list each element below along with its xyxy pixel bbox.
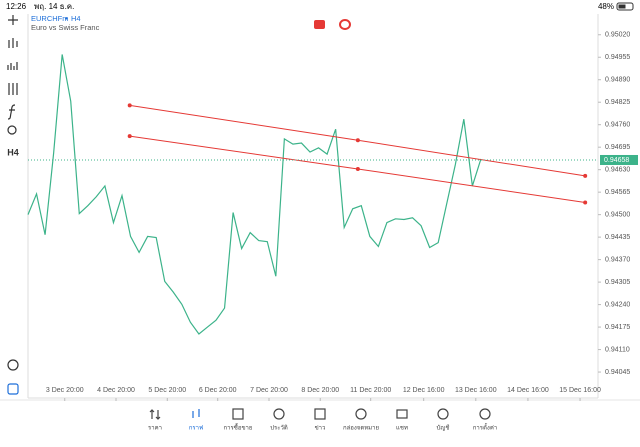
y-tick-label: 0.94110 — [605, 346, 630, 353]
function-tool[interactable] — [7, 104, 16, 120]
x-tick-label: 5 Dec 20:00 — [148, 387, 186, 394]
y-tick-label: 0.94240 — [605, 301, 630, 308]
y-tick-label: 0.94955 — [605, 54, 630, 61]
x-tick-label: 7 Dec 20:00 — [250, 387, 288, 394]
x-tick-label: 6 Dec 20:00 — [199, 387, 237, 394]
crosshair-tool[interactable] — [8, 15, 18, 25]
tab-icons — [149, 408, 491, 420]
x-tick-label: 13 Dec 16:00 — [455, 387, 497, 394]
current-price-box — [600, 154, 638, 165]
y-tick-label: 0.94630 — [605, 167, 630, 174]
status-battery: 48% — [598, 2, 614, 11]
y-tick-label: 0.94825 — [605, 99, 630, 106]
y-tick-label: 0.94760 — [605, 122, 630, 129]
x-tick-label: 11 Dec 20:00 — [350, 387, 391, 394]
battery-level — [618, 4, 626, 9]
x-tick-label: 15 Dec 16:00 — [559, 387, 601, 394]
battery-icon — [616, 2, 634, 11]
y-tick-label: 0.94500 — [605, 211, 630, 218]
buy-button[interactable] — [339, 19, 351, 30]
x-tick-label: 3 Dec 20:00 — [46, 387, 84, 394]
status-time: 12:26 — [6, 2, 27, 11]
trend-point[interactable] — [583, 200, 588, 205]
x-tick-label: 14 Dec 16:00 — [507, 387, 549, 394]
sell-button[interactable] — [314, 20, 325, 29]
y-tick-label: 0.94370 — [605, 256, 630, 263]
shapes-tool[interactable] — [7, 125, 17, 135]
tab-label[interactable]: ข่าว — [315, 425, 326, 432]
tab-label[interactable]: แชท — [396, 425, 408, 432]
y-tick-label: 0.94305 — [605, 279, 630, 286]
trend-point[interactable] — [583, 173, 588, 178]
tab-label[interactable]: บัญชี — [437, 424, 450, 432]
tab-label[interactable]: กราฟ — [189, 425, 203, 432]
trend-point[interactable] — [127, 103, 132, 108]
trade-tool[interactable] — [7, 383, 19, 395]
trend-point[interactable] — [127, 134, 132, 139]
tab-label[interactable]: ประวัติ — [270, 425, 288, 432]
price-line — [27, 54, 482, 335]
zoom-tool[interactable] — [7, 359, 19, 371]
y-tick-label: 0.94175 — [605, 324, 630, 331]
tab-label[interactable]: การซื้อขาย — [224, 422, 253, 432]
y-tick-label: 0.94565 — [605, 189, 630, 196]
x-tick-label: 12 Dec 16:00 — [403, 387, 445, 394]
tab-label[interactable]: ราคา — [148, 425, 162, 432]
trend-point[interactable] — [355, 138, 360, 143]
timeframe: H4 — [71, 14, 81, 23]
y-tick-label: 0.94890 — [605, 77, 630, 84]
x-tick-label: 4 Dec 20:00 — [97, 387, 135, 394]
trend-point[interactable] — [355, 166, 360, 171]
tab-label[interactable]: กล่องจดหมาย — [343, 425, 379, 432]
current-price-label: 0.94658 — [604, 157, 629, 164]
y-tick-label: 0.94695 — [605, 144, 630, 151]
separator: • — [65, 14, 68, 23]
y-tick-label: 0.95020 — [605, 32, 630, 39]
status-date: พฤ. 14 ธ.ค. — [34, 2, 74, 11]
left-toolbar — [7, 15, 19, 395]
y-tick-label: 0.94435 — [605, 234, 630, 241]
indicators-tool[interactable] — [7, 62, 18, 70]
tab-label[interactable]: การตั้งค่า — [473, 422, 497, 432]
y-tick-label: 0.94045 — [605, 369, 630, 376]
description: Euro vs Swiss Franc — [31, 23, 100, 32]
symbol: EURCHFm — [31, 14, 69, 23]
x-tick-label: 8 Dec 20:00 — [301, 387, 339, 394]
objects-tool[interactable] — [8, 83, 18, 95]
chart-type-tool[interactable] — [8, 38, 18, 48]
timeframe-tool[interactable]: H4 — [7, 147, 19, 157]
